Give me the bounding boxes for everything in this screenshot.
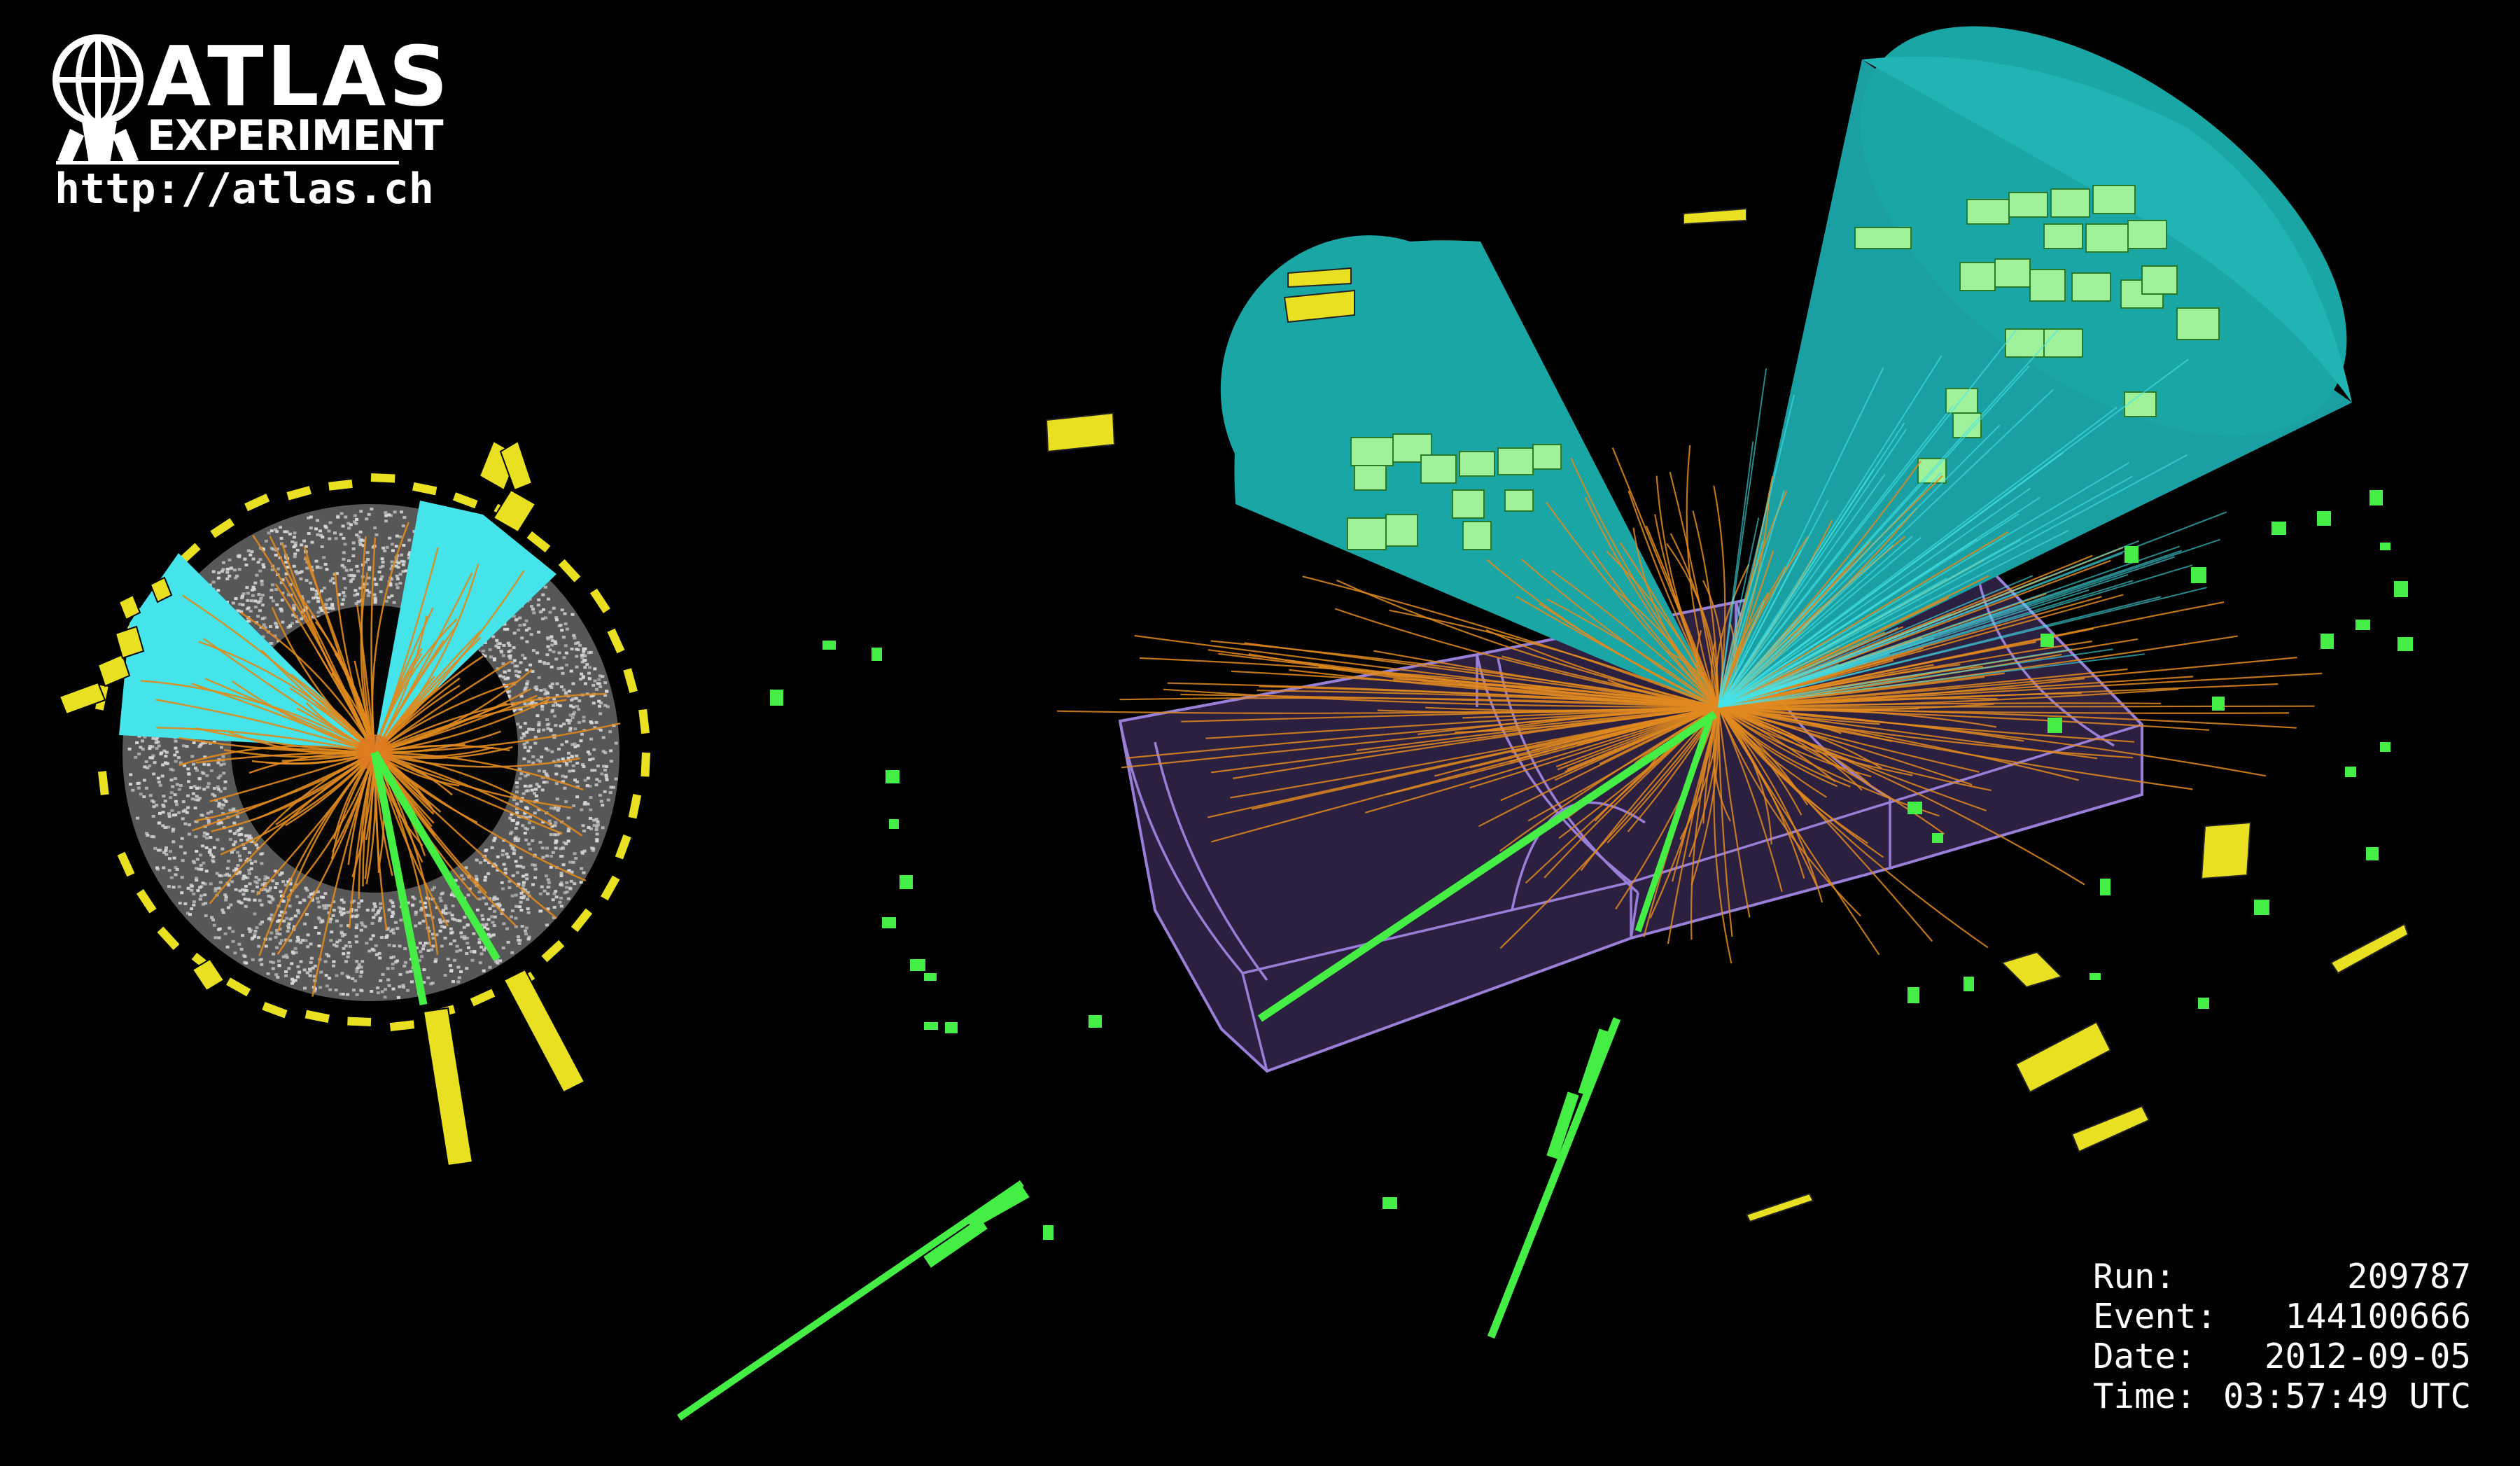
logo-name: ATLAS	[147, 28, 451, 125]
muon-track-1	[370, 751, 428, 1006]
info-value: 2012-09-05	[2264, 1336, 2471, 1376]
calo-blocks-3d	[1045, 207, 2409, 1223]
calo-towers-transverse	[58, 440, 586, 1167]
info-label: Event:	[2093, 1297, 2218, 1336]
info-label: Date:	[2093, 1336, 2197, 1376]
longitudinal-view	[677, 26, 2413, 1421]
muon-track-2	[371, 751, 500, 961]
jet-cells	[1347, 185, 2220, 550]
logo-subtitle: EXPERIMENT	[147, 111, 444, 160]
logo-divider	[56, 161, 399, 165]
info-value: 03:57:49 UTC	[2222, 1376, 2471, 1416]
info-label: Time:	[2093, 1376, 2197, 1416]
transverse-view	[58, 440, 650, 1167]
event-info-panel: Run: 209787 Event: 144100666 Date: 2012-…	[2093, 1257, 2471, 1416]
muon-track-3d-1	[1257, 711, 1718, 1022]
muon-track-3d-2	[1634, 713, 1715, 933]
muon-hits	[770, 490, 2413, 1240]
info-label: Run:	[2093, 1257, 2176, 1297]
jet-wedge-top	[374, 501, 556, 749]
atlas-globe-icon	[52, 34, 144, 164]
info-row-time: Time: 03:57:49 UTC	[2093, 1376, 2471, 1416]
jet-wedge-left	[119, 553, 374, 749]
info-row-run: Run: 209787	[2093, 1257, 2471, 1297]
longitudinal-tracks	[1056, 329, 2323, 964]
info-row-event: Event: 144100666	[2093, 1297, 2471, 1336]
logo-url: http://atlas.ch	[55, 165, 434, 214]
atlas-logo: ATLAS EXPERIMENT http://atlas.ch	[42, 28, 448, 238]
muon-chamber-tracks	[677, 1017, 1621, 1421]
info-value: 144100666	[2285, 1297, 2471, 1336]
info-value: 209787	[2346, 1257, 2471, 1297]
info-row-date: Date: 2012-09-05	[2093, 1336, 2471, 1376]
